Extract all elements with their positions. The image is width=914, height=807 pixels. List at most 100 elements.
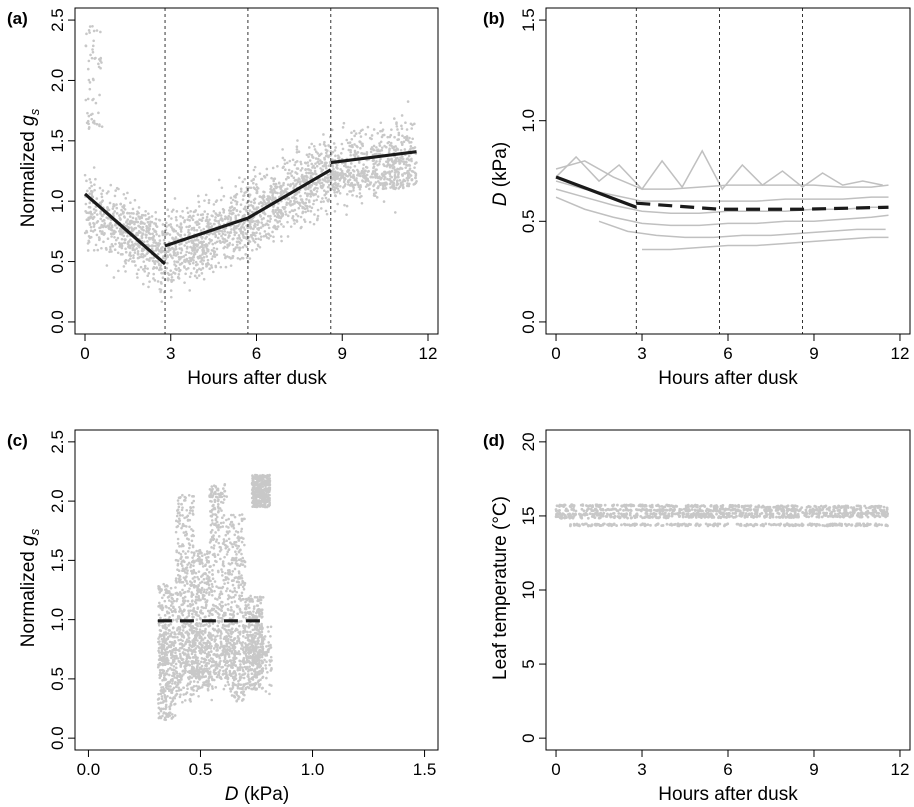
scatter-point xyxy=(372,144,376,148)
scatter-point xyxy=(224,265,228,269)
scatter-point xyxy=(117,269,120,273)
scatter-point xyxy=(179,233,183,237)
scatter-point xyxy=(400,141,403,144)
scatter-point xyxy=(351,193,354,197)
scatter-point xyxy=(188,587,191,590)
scatter-point xyxy=(247,623,251,626)
scatter-point xyxy=(272,179,275,183)
scatter-point xyxy=(229,606,233,609)
scatter-point xyxy=(229,541,232,544)
scatter-point xyxy=(100,223,103,227)
scatter-point xyxy=(320,168,324,172)
scatter-point xyxy=(102,219,106,222)
scatter-point xyxy=(295,145,299,149)
scatter-point xyxy=(410,178,414,181)
scatter-point xyxy=(349,162,353,165)
scatter-point xyxy=(373,170,377,173)
vpd-trace-line xyxy=(555,160,889,190)
scatter-point xyxy=(329,150,333,153)
scatter-point xyxy=(183,233,187,237)
scatter-point xyxy=(94,243,98,247)
scatter-point xyxy=(192,615,195,619)
scatter-point xyxy=(296,214,300,218)
scatter-point xyxy=(132,260,136,263)
scatter-point xyxy=(223,217,227,221)
scatter-point xyxy=(247,639,251,642)
scatter-point xyxy=(133,251,137,254)
scatter-point xyxy=(244,636,248,640)
scatter-point xyxy=(196,238,200,242)
scatter-point xyxy=(244,600,247,604)
scatter-point xyxy=(250,179,253,183)
scatter-point xyxy=(183,599,187,603)
scatter-point xyxy=(208,218,211,221)
scatter-point xyxy=(259,612,263,616)
scatter-point xyxy=(370,146,374,149)
scatter-point xyxy=(233,576,237,580)
scatter-point xyxy=(170,210,174,213)
scatter-point xyxy=(202,572,206,576)
scatter-point xyxy=(231,686,235,689)
scatter-point xyxy=(105,248,108,251)
scatter-point xyxy=(408,173,411,176)
scatter-point xyxy=(199,241,203,244)
scatter-point xyxy=(167,606,171,610)
scatter-point xyxy=(172,271,175,274)
scatter-point xyxy=(247,195,251,198)
scatter-point xyxy=(377,162,381,166)
scatter-point xyxy=(239,203,243,206)
scatter-point xyxy=(221,501,225,504)
scatter-point xyxy=(380,172,384,176)
scatter-point xyxy=(165,266,169,270)
scatter-point xyxy=(388,171,392,175)
scatter-point xyxy=(150,247,154,251)
scatter-point xyxy=(255,231,258,235)
scatter-point xyxy=(305,205,309,208)
scatter-point xyxy=(212,537,216,541)
scatter-point xyxy=(247,675,250,679)
scatter-point xyxy=(405,135,409,138)
scatter-point xyxy=(315,198,318,202)
scatter-point xyxy=(222,650,225,654)
scatter-point xyxy=(169,604,173,607)
fit-line-segment xyxy=(330,150,417,165)
scatter-point xyxy=(295,192,298,196)
scatter-point xyxy=(248,257,252,260)
scatter-point xyxy=(187,240,191,243)
scatter-point xyxy=(103,222,107,225)
scatter-point xyxy=(127,240,131,243)
scatter-point xyxy=(233,691,237,694)
scatter-point xyxy=(217,213,221,217)
scatter-point xyxy=(200,219,204,222)
x-tick-label: 3 xyxy=(637,344,646,363)
scatter-point xyxy=(190,687,193,691)
scatter-point xyxy=(247,603,250,607)
scatter-point xyxy=(100,232,104,235)
scatter-point xyxy=(232,524,235,528)
scatter-point xyxy=(270,176,273,180)
scatter-point xyxy=(183,590,187,594)
scatter-point xyxy=(230,661,233,665)
scatter-point xyxy=(374,162,377,165)
scatter-point xyxy=(276,225,280,228)
scatter-point xyxy=(159,707,163,711)
scatter-point xyxy=(198,642,201,646)
scatter-point xyxy=(265,167,269,171)
scatter-point xyxy=(234,550,237,554)
scatter-point xyxy=(240,591,244,595)
scatter-point xyxy=(327,144,330,147)
scatter-point xyxy=(187,261,191,264)
scatter-point xyxy=(393,135,396,139)
scatter-point xyxy=(259,601,263,605)
scatter-point xyxy=(312,164,315,168)
scatter-point xyxy=(239,187,243,191)
scatter-point xyxy=(175,689,178,693)
scatter-point xyxy=(154,222,157,225)
scatter-point xyxy=(372,159,376,162)
scatter-point xyxy=(141,225,145,229)
scatter-point xyxy=(169,223,172,226)
scatter-point xyxy=(280,193,284,196)
scatter-point xyxy=(92,97,95,101)
scatter-point xyxy=(231,570,235,573)
scatter-point xyxy=(227,562,231,565)
